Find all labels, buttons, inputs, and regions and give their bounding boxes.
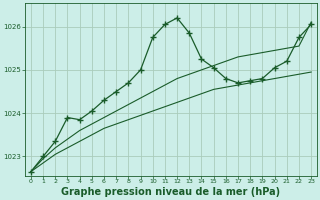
- X-axis label: Graphe pression niveau de la mer (hPa): Graphe pression niveau de la mer (hPa): [61, 187, 281, 197]
